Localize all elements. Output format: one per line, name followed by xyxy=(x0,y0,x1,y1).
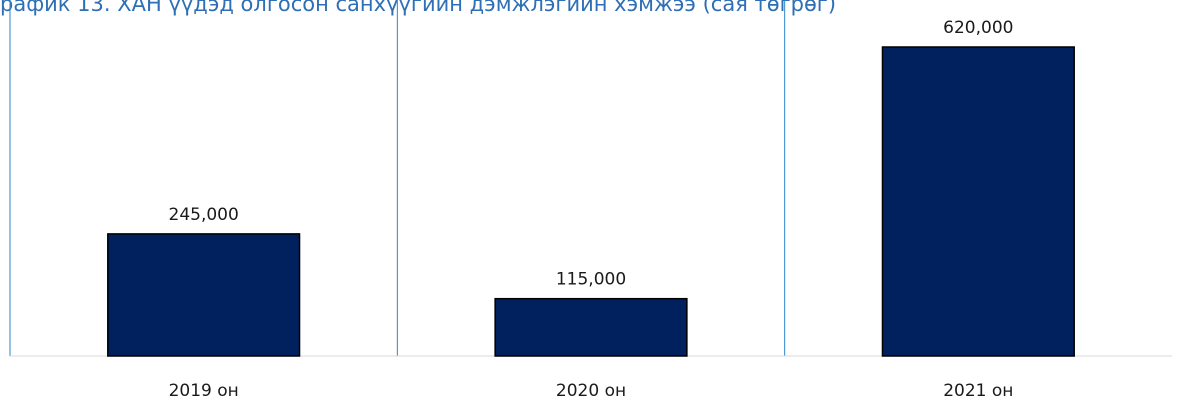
category-label: 2020 он xyxy=(556,381,626,400)
bar-2 xyxy=(494,297,688,357)
chart-title: рафик 13. ХАН үүдэд олгосон санхүүгийн д… xyxy=(0,0,837,16)
bar-1 xyxy=(107,233,301,357)
bar-value-label: 115,000 xyxy=(556,270,626,290)
bar-3 xyxy=(881,46,1075,357)
category-labels-group: 2019 он 2020 он 2021 он xyxy=(169,381,1014,400)
bar-value-label: 620,000 xyxy=(943,18,1013,38)
bar-value-label: 245,000 xyxy=(169,205,239,225)
category-label: 2021 он xyxy=(943,381,1013,400)
value-labels-group: 245,000 115,000 620,000 xyxy=(169,18,1014,290)
category-dividers xyxy=(9,0,786,356)
category-label: 2019 он xyxy=(169,381,239,400)
bars-group xyxy=(107,46,1075,357)
